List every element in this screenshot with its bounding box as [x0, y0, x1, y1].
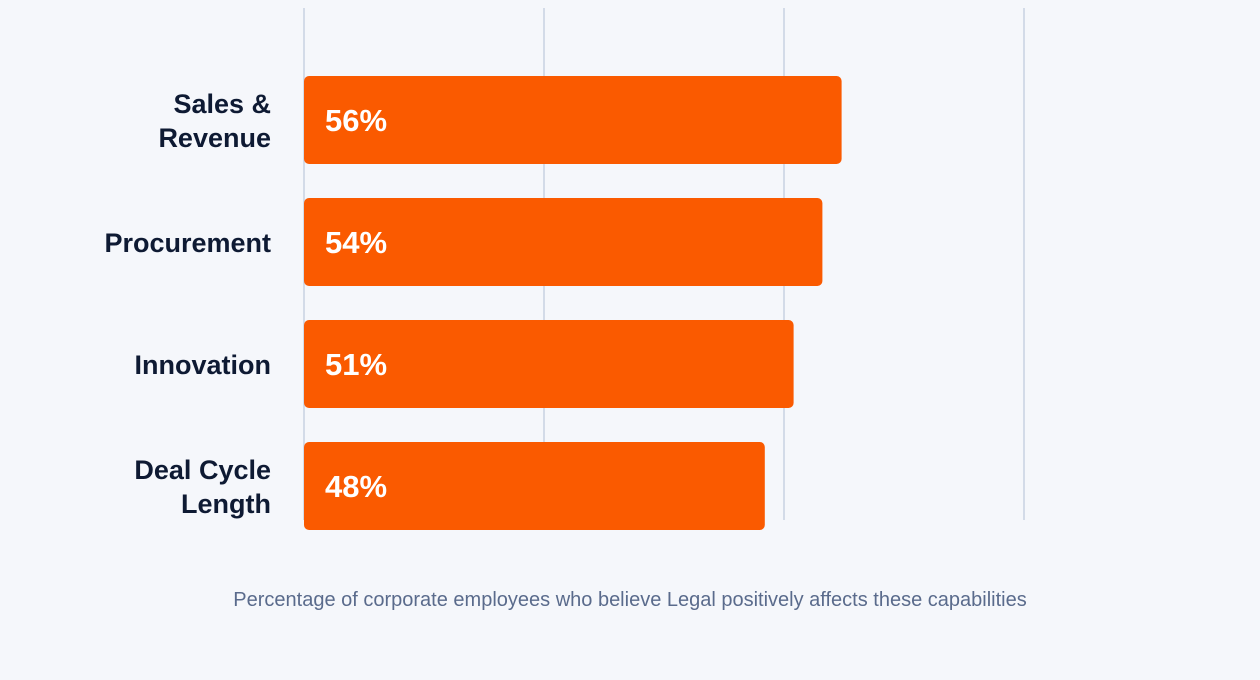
- category-label-1-line-0: Procurement: [104, 228, 271, 258]
- bar-value-label-1: 54%: [325, 225, 387, 260]
- chart-caption: Percentage of corporate employees who be…: [233, 589, 1027, 611]
- category-labels: Sales & Revenue Procurement Innovation Deal …: [104, 89, 271, 519]
- category-label-3-line-1: Length: [181, 489, 271, 519]
- bar-2: [304, 320, 794, 408]
- bar-value-label-3: 48%: [325, 469, 387, 504]
- category-label-0-line-1: Revenue: [158, 123, 271, 153]
- bar-value-label-0: 56%: [325, 103, 387, 138]
- bars: 56% 54% 51% 48%: [304, 76, 842, 530]
- category-label-3-line-0: Deal Cycle: [134, 455, 271, 485]
- category-label-0-line-0: Sales &: [173, 89, 271, 119]
- category-label-2-line-0: Innovation: [135, 350, 272, 380]
- bar-1: [304, 198, 823, 286]
- bar-value-label-2: 51%: [325, 347, 387, 382]
- bar-3: [304, 442, 765, 530]
- bar-0: [304, 76, 842, 164]
